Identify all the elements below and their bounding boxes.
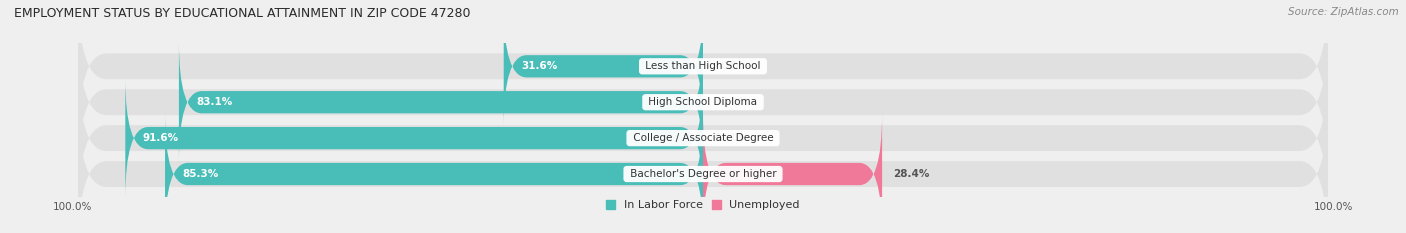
Text: EMPLOYMENT STATUS BY EDUCATIONAL ATTAINMENT IN ZIP CODE 47280: EMPLOYMENT STATUS BY EDUCATIONAL ATTAINM… <box>14 7 471 20</box>
FancyBboxPatch shape <box>165 113 703 233</box>
Text: High School Diploma: High School Diploma <box>645 97 761 107</box>
Text: 0.0%: 0.0% <box>720 133 749 143</box>
Text: Source: ZipAtlas.com: Source: ZipAtlas.com <box>1288 7 1399 17</box>
Text: 0.0%: 0.0% <box>720 97 749 107</box>
FancyBboxPatch shape <box>125 77 703 199</box>
FancyBboxPatch shape <box>79 25 1327 179</box>
FancyBboxPatch shape <box>703 113 882 233</box>
FancyBboxPatch shape <box>79 0 1327 143</box>
Text: 83.1%: 83.1% <box>195 97 232 107</box>
FancyBboxPatch shape <box>79 61 1327 215</box>
Text: Bachelor's Degree or higher: Bachelor's Degree or higher <box>627 169 779 179</box>
Legend: In Labor Force, Unemployed: In Labor Force, Unemployed <box>606 200 800 210</box>
FancyBboxPatch shape <box>79 97 1327 233</box>
Text: 0.0%: 0.0% <box>720 61 749 71</box>
FancyBboxPatch shape <box>503 6 703 127</box>
Text: 85.3%: 85.3% <box>183 169 218 179</box>
Text: College / Associate Degree: College / Associate Degree <box>630 133 776 143</box>
Text: 91.6%: 91.6% <box>142 133 179 143</box>
Text: 31.6%: 31.6% <box>520 61 557 71</box>
FancyBboxPatch shape <box>179 41 703 163</box>
Text: 28.4%: 28.4% <box>894 169 929 179</box>
Text: Less than High School: Less than High School <box>643 61 763 71</box>
